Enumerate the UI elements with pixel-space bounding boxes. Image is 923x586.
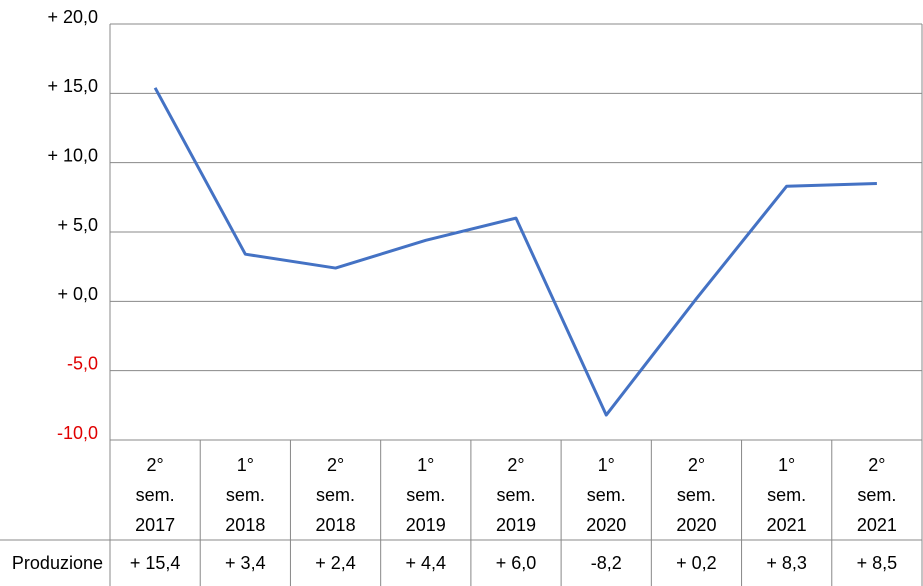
data-table-value: + 2,4 bbox=[315, 553, 356, 573]
y-tick-label: + 0,0 bbox=[57, 284, 98, 304]
data-table-value: + 4,4 bbox=[406, 553, 447, 573]
x-tick-label: 2° sem. 2017 bbox=[135, 455, 175, 535]
y-tick-label: + 20,0 bbox=[47, 7, 98, 27]
line bbox=[153, 87, 877, 417]
x-tick-label: 2° sem. 2018 bbox=[316, 455, 356, 535]
y-tick-label: + 10,0 bbox=[47, 145, 98, 165]
y-tick-label: -10,0 bbox=[57, 423, 98, 443]
data-table-value: + 8,3 bbox=[766, 553, 807, 573]
data-table-value: + 3,4 bbox=[225, 553, 266, 573]
y-tick-label: -5,0 bbox=[67, 353, 98, 373]
data-table-value: -8,2 bbox=[591, 553, 622, 573]
x-tick-label: 2° sem. 2020 bbox=[676, 455, 716, 535]
x-tick-label: 1° sem. 2020 bbox=[586, 455, 626, 535]
x-tick-label: 2° sem. 2019 bbox=[496, 455, 536, 535]
x-tick-label: 1° sem. 2021 bbox=[767, 455, 807, 535]
y-tick-label: + 15,0 bbox=[47, 76, 98, 96]
y-tick-label: + 5,0 bbox=[57, 215, 98, 235]
data-table-value: + 0,2 bbox=[676, 553, 717, 573]
legend-label: Produzione bbox=[12, 553, 103, 573]
data-table-value: + 8,5 bbox=[857, 553, 898, 573]
data-table-value: + 15,4 bbox=[130, 553, 181, 573]
data-table-value: + 6,0 bbox=[496, 553, 537, 573]
x-tick-label: 1° sem. 2019 bbox=[406, 455, 446, 535]
x-tick-label: 1° sem. 2018 bbox=[225, 455, 265, 535]
x-tick-label: 2° sem. 2021 bbox=[857, 455, 897, 535]
